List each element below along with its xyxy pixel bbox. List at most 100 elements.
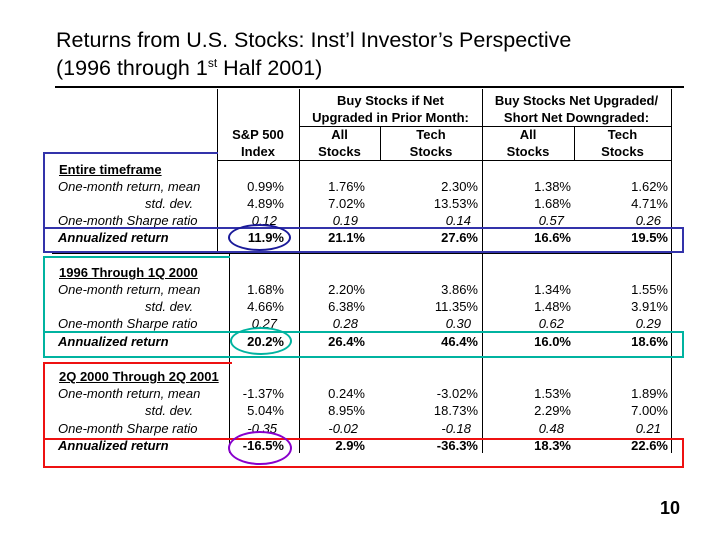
cell: 18.6% bbox=[631, 334, 668, 349]
sp500-header-line1: S&P 500 bbox=[232, 127, 284, 142]
cell: 2.29% bbox=[534, 403, 571, 418]
cell: 0.62 bbox=[538, 316, 564, 331]
section3-highlight-box-bottom bbox=[43, 438, 684, 468]
cell: 4.71% bbox=[631, 196, 668, 211]
table-vline bbox=[229, 253, 230, 453]
cell: 1.68% bbox=[534, 196, 571, 211]
col-tech-stocks-1-line2: Stocks bbox=[409, 144, 453, 159]
cell: 18.3% bbox=[534, 438, 571, 453]
cell: 5.04% bbox=[247, 403, 284, 418]
table-vline bbox=[380, 127, 381, 160]
cell: -0.18 bbox=[441, 421, 471, 436]
row-label: std. dev. bbox=[145, 403, 194, 418]
cell: 27.6% bbox=[441, 230, 478, 245]
row-label: One-month return, mean bbox=[58, 386, 201, 401]
cell: 1.68% bbox=[247, 282, 284, 297]
cell: 11.35% bbox=[434, 299, 478, 314]
cell: 1.53% bbox=[534, 386, 571, 401]
cell: 0.48 bbox=[538, 421, 564, 436]
group1-header-line2: Upgraded in Prior Month: bbox=[312, 110, 469, 125]
cell: 8.95% bbox=[328, 403, 365, 418]
title-line-2: (1996 through 1st Half 2001) bbox=[56, 56, 323, 80]
cell: 0.29 bbox=[635, 316, 661, 331]
col-tech-stocks-2-line2: Stocks bbox=[601, 144, 644, 159]
col-all-stocks-1-line1: All bbox=[331, 127, 348, 142]
group2-header-line2: Short Net Downgraded: bbox=[503, 110, 650, 125]
col-all-stocks-1-line2: Stocks bbox=[318, 144, 361, 159]
row-label: One-month return, mean bbox=[58, 282, 201, 297]
col-tech-stocks-1-line1: Tech bbox=[416, 127, 446, 142]
table-vline bbox=[217, 89, 218, 253]
group1-header-line1: Buy Stocks if Net bbox=[337, 93, 444, 108]
section3-highlight-box-top bbox=[43, 362, 232, 438]
title-line-1: Returns from U.S. Stocks: Inst’l Investo… bbox=[56, 28, 572, 52]
cell: 6.38% bbox=[328, 299, 365, 314]
row-label: One-month Sharpe ratio bbox=[58, 316, 198, 331]
cell: 16.0% bbox=[534, 334, 571, 349]
cell: 21.1% bbox=[328, 230, 365, 245]
page-number: 10 bbox=[660, 498, 681, 518]
cell: 0.19 bbox=[332, 213, 358, 228]
table-hline bbox=[217, 160, 671, 161]
table-vline bbox=[299, 89, 300, 453]
section1-highlight-box-bottom bbox=[43, 227, 684, 253]
row-label: Annualized return bbox=[58, 230, 169, 245]
cell: 1.55% bbox=[631, 282, 668, 297]
col-tech-stocks-2-line1: Tech bbox=[607, 127, 638, 142]
cell: 22.6% bbox=[631, 438, 668, 453]
cell: 3.86% bbox=[441, 282, 478, 297]
cell: 46.4% bbox=[441, 334, 478, 349]
cell: -0.02 bbox=[328, 421, 358, 436]
cell: 1.76% bbox=[328, 179, 365, 194]
cell: 0.26 bbox=[635, 213, 661, 228]
cell: 0.24% bbox=[328, 386, 365, 401]
cell: -36.3% bbox=[436, 438, 478, 453]
table-hline bbox=[299, 126, 671, 127]
row-label: Annualized return bbox=[58, 334, 169, 349]
cell: 0.57 bbox=[538, 213, 564, 228]
row-label: Annualized return bbox=[58, 438, 169, 453]
cell: 2.9% bbox=[335, 438, 365, 453]
cell: 1.34% bbox=[534, 282, 571, 297]
table-vline bbox=[482, 89, 483, 453]
cell: -1.37% bbox=[242, 386, 284, 401]
cell: 0.30 bbox=[445, 316, 471, 331]
cell: 19.5% bbox=[631, 230, 668, 245]
section2-highlight-box-bottom bbox=[43, 331, 684, 358]
col-all-stocks-2-line2: Stocks bbox=[506, 144, 550, 159]
table-vline bbox=[671, 89, 672, 453]
section-title: 1996 Through 1Q 2000 bbox=[59, 265, 198, 280]
cell: 1.48% bbox=[534, 299, 571, 314]
cell: 1.38% bbox=[534, 179, 571, 194]
cell: 7.02% bbox=[328, 196, 365, 211]
cell: 1.89% bbox=[631, 386, 668, 401]
cell: 0.14 bbox=[445, 213, 471, 228]
cell: 2.30% bbox=[441, 179, 478, 194]
title-underline bbox=[55, 86, 684, 88]
sp500-return-ellipse-2 bbox=[230, 327, 292, 355]
sp500-header-line2: Index bbox=[241, 144, 275, 159]
row-label: One-month return, mean bbox=[58, 179, 201, 194]
slide-title: Returns from U.S. Stocks: Inst’l Investo… bbox=[56, 26, 571, 82]
row-label: One-month Sharpe ratio bbox=[58, 421, 198, 436]
section-title: Entire timeframe bbox=[59, 162, 162, 177]
cell: 16.6% bbox=[534, 230, 571, 245]
cell: 4.66% bbox=[247, 299, 284, 314]
cell: 13.53% bbox=[433, 196, 478, 211]
group2-header-line1: Buy Stocks Net Upgraded/ bbox=[494, 93, 659, 108]
row-label: One-month Sharpe ratio bbox=[58, 213, 198, 228]
cell: -3.02% bbox=[436, 386, 478, 401]
cell: 2.20% bbox=[328, 282, 365, 297]
section2-highlight-box-top bbox=[43, 256, 230, 331]
cell: 7.00% bbox=[631, 403, 668, 418]
table-vline bbox=[574, 127, 575, 160]
col-all-stocks-2-line1: All bbox=[519, 127, 537, 142]
cell: 1.62% bbox=[631, 179, 668, 194]
row-label: std. dev. bbox=[145, 299, 194, 314]
cell: 4.89% bbox=[247, 196, 284, 211]
section1-highlight-box-top bbox=[43, 152, 218, 227]
cell: 0.21 bbox=[635, 421, 661, 436]
sp500-return-ellipse-3 bbox=[228, 431, 292, 465]
cell: 26.4% bbox=[328, 334, 365, 349]
row-label: std. dev. bbox=[145, 196, 194, 211]
